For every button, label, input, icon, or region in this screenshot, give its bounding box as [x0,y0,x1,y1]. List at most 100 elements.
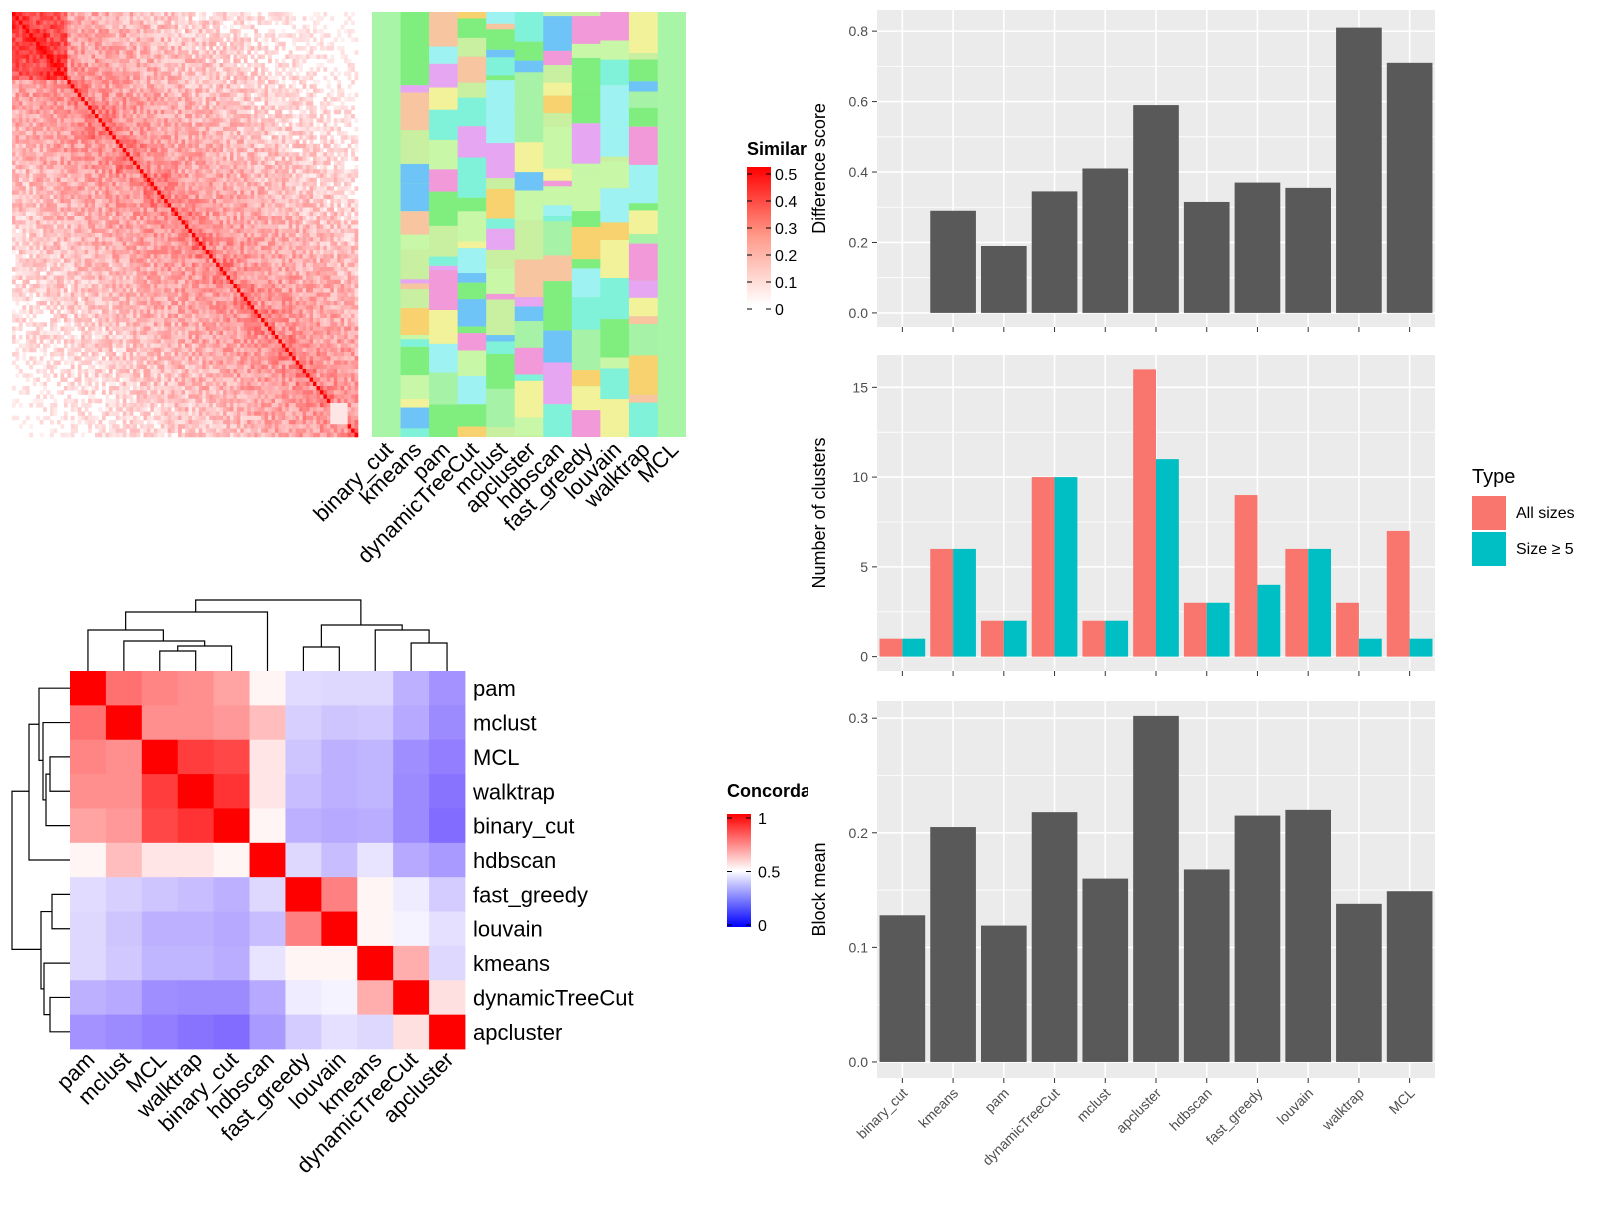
similarity-cell [95,194,99,200]
similarity-cell [126,92,130,98]
similarity-cell [274,37,279,43]
similarity-cell [81,29,85,34]
similarity-cell [292,101,297,106]
similarity-cell [101,67,106,72]
similarity-cell [112,63,117,68]
similarity-cell [240,220,245,225]
similarity-cell [112,233,117,238]
similarity-cell [18,241,23,247]
similarity-cell [268,241,272,247]
similarity-cell [347,84,352,89]
similarity-cell [209,101,213,106]
similarity-cell [323,169,328,174]
similarity-cell [122,177,127,183]
similarity-cell [98,75,103,81]
similarity-cell [122,37,127,43]
similarity-cell [216,139,220,145]
similarity-cell [281,190,286,196]
similarity-cell [323,152,328,157]
similarity-cell [292,33,297,38]
similarity-cell [50,139,54,145]
similarity-cell [157,118,162,123]
similarity-cell [319,173,324,179]
similarity-cell [115,41,120,47]
similarity-cell [63,41,68,47]
similarity-cell [129,186,134,191]
similarity-cell [191,131,196,136]
similarity-cell [74,224,79,230]
similarity-cell [60,88,65,94]
similarity-cell [126,241,130,247]
similarity-cell [160,182,165,187]
similarity-cell [243,101,248,106]
similarity-cell [212,216,217,221]
similarity-cell [122,12,127,17]
similarity-cell [81,135,85,140]
similarity-cell [91,135,96,140]
similarity-cell [101,16,106,21]
similarity-cell [36,122,40,128]
similarity-cell [36,233,40,238]
similarity-cell [323,237,328,242]
similarity-cell [119,143,124,149]
similarity-cell [74,207,79,213]
similarity-cell [164,122,168,128]
similarity-cell [160,97,165,102]
similarity-cell [15,16,20,21]
similarity-cell [22,33,27,38]
similarity-cell [150,16,155,21]
similarity-cell [67,12,72,17]
similarity-cell [264,165,269,170]
similarity-cell [140,122,144,128]
similarity-cell [316,211,321,217]
similarity-cell [216,114,220,119]
similarity-cell [198,165,203,170]
similarity-cell [302,160,307,166]
similarity-cell [43,228,47,234]
similarity-cell [226,67,231,72]
similarity-cell [98,165,103,170]
similarity-cell [25,207,30,213]
similarity-cell [261,139,265,145]
similarity-cell [271,114,276,119]
similarity-cell [209,16,213,21]
similarity-cell [32,148,37,153]
similarity-cell [281,165,286,170]
similarity-cell [153,182,158,187]
similarity-cell [39,241,44,247]
similarity-cell [115,186,120,191]
similarity-cell [143,143,148,149]
similarity-cell [302,54,307,60]
similarity-cell [171,33,175,38]
similarity-cell [32,169,37,174]
similarity-cell [29,194,34,200]
similarity-cell [191,114,196,119]
similarity-cell [292,169,297,174]
similarity-cell [347,233,352,238]
similarity-cell [178,131,182,136]
similarity-cell [32,75,37,81]
similarity-cell [150,135,155,140]
similarity-cell [63,75,68,81]
similarity-cell [146,20,151,26]
similarity-cell [344,152,348,157]
similarity-cell [185,182,189,187]
similarity-cell [60,165,65,170]
similarity-cell [240,114,245,119]
similarity-cell [326,182,331,187]
similarity-cell [274,143,279,149]
similarity-cell [185,80,189,85]
similarity-cell [268,237,272,242]
similarity-cell [140,203,144,208]
similarity-cell [84,186,89,191]
similarity-cell [216,16,220,21]
similarity-cell [202,139,207,145]
similarity-cell [143,122,148,128]
similarity-cell [81,182,85,187]
similarity-cell [171,97,175,102]
similarity-cell [15,199,20,204]
similarity-cell [254,131,258,136]
similarity-cell [340,50,345,55]
similarity-cell [164,67,168,72]
similarity-cell [223,216,227,221]
